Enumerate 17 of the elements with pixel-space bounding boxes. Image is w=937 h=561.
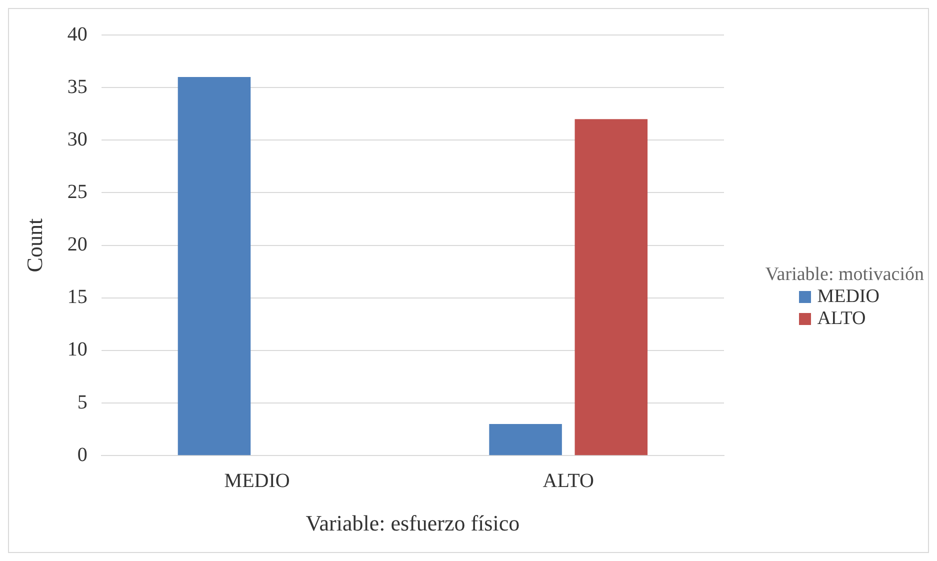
y-tick-label: 40 [67,23,88,46]
x-axis-title: Variable: esfuerzo físico [306,510,520,536]
y-tick-label: 25 [67,180,88,203]
legend-label: MEDIO [817,286,880,308]
y-tick-label: 20 [67,234,88,256]
y-tick-label: 0 [77,444,88,466]
y-tick-label: 15 [67,286,88,308]
y-tick-label: 10 [67,338,88,361]
y-tick-label: 5 [77,391,88,414]
legend-title: Variable: motivación [765,264,924,286]
y-tick-label: 30 [67,128,88,150]
y-axis-title: Count [22,218,47,272]
bar [489,424,562,456]
legend-label: ALTO [817,308,866,330]
bar [574,119,648,456]
bar [178,77,251,456]
y-tick-label: 35 [67,76,88,98]
